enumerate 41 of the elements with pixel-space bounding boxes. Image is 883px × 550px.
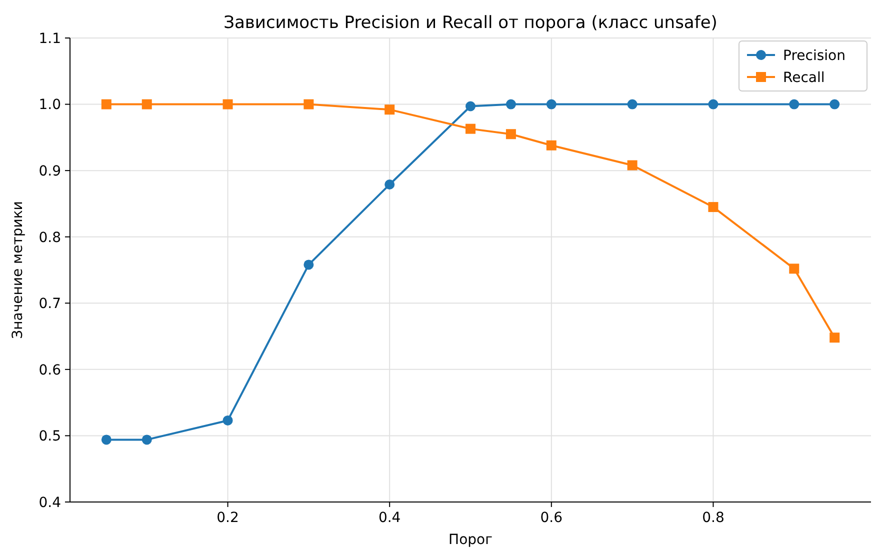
point — [222, 99, 233, 110]
x-axis-title: Порог — [448, 532, 492, 548]
point — [466, 124, 476, 134]
point — [101, 99, 112, 110]
point — [627, 99, 638, 110]
y-tick-label: 1.1 — [38, 30, 61, 47]
y-tick-label: 0.6 — [38, 362, 62, 378]
y-tick-label: 0.5 — [38, 428, 61, 445]
point — [830, 99, 840, 110]
legend-label: Precision — [783, 48, 846, 64]
x-tick-label: 0.2 — [216, 510, 239, 526]
point — [789, 99, 800, 110]
point — [304, 99, 314, 110]
x-tick-label: 0.8 — [702, 510, 724, 526]
point — [304, 260, 314, 270]
point — [546, 99, 556, 110]
chart-title: Зависимость Precision и Recall от порога (класс unsafe) — [224, 13, 718, 33]
point — [506, 129, 516, 140]
point — [142, 99, 152, 110]
point — [546, 140, 556, 150]
point — [627, 160, 638, 170]
point — [222, 415, 233, 426]
y-tick-label: 0.8 — [38, 230, 61, 246]
y-tick-label: 0.4 — [38, 494, 62, 511]
y-tick-label: 0.9 — [38, 163, 61, 180]
point — [101, 434, 112, 445]
point — [506, 99, 516, 110]
x-tick-label: 0.4 — [378, 510, 401, 526]
legend-label: Recall — [783, 70, 825, 86]
point — [384, 104, 395, 115]
point — [708, 202, 718, 212]
point — [708, 99, 718, 110]
y-tick-label: 0.7 — [38, 296, 61, 312]
point — [789, 264, 800, 274]
point — [384, 179, 395, 190]
y-axis-title: Значение метрики — [10, 201, 26, 339]
point — [466, 101, 476, 112]
point — [142, 434, 152, 445]
x-tick-label: 0.6 — [540, 510, 563, 526]
point — [830, 332, 840, 343]
y-tick-label: 1.0 — [38, 97, 61, 114]
